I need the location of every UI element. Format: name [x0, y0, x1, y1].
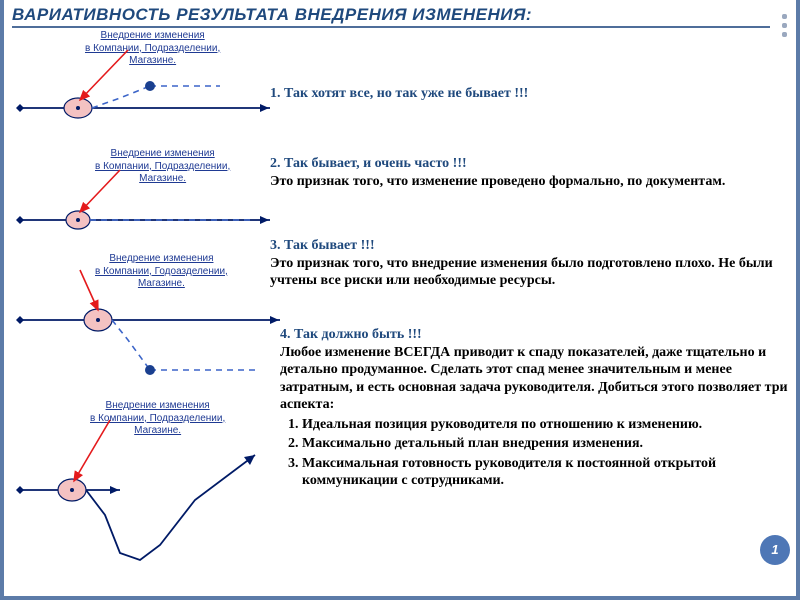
list-item: Идеальная позиция руководителя по отноше… [302, 416, 790, 434]
block-body: Любое изменение ВСЕГДА приводит к спаду … [280, 344, 790, 414]
block-lead: 4. Так должно быть !!! [280, 326, 790, 344]
diagram-caption: Внедрение изменения в Компании, Подразде… [90, 400, 225, 438]
diagram-3 [20, 300, 280, 390]
block-body: Это признак того, что изменение проведен… [270, 173, 790, 191]
list-item: Максимально детальный план внедрения изм… [302, 435, 790, 453]
block-body: Это признак того, что внедрение изменени… [270, 255, 790, 290]
text-block-1: 1. Так хотят все, но так уже не бывает !… [270, 85, 780, 103]
diagram-caption: Внедрение изменения в Компании, Подразде… [85, 30, 220, 68]
block-lead: 2. Так бывает, и очень часто !!! [270, 155, 790, 173]
block-lead: 3. Так бывает !!! [270, 237, 790, 255]
list-item: Максимальная готовность руководителя к п… [302, 455, 790, 490]
side-dot-decoration [777, 10, 791, 46]
diagram-1 [20, 68, 270, 138]
block-list: Идеальная позиция руководителя по отноше… [280, 416, 790, 490]
diagram-2 [20, 190, 270, 240]
text-block-4: 4. Так должно быть !!!Любое изменение ВС… [280, 326, 790, 492]
page-number-badge: 1 [760, 535, 790, 565]
text-block-2: 2. Так бывает, и очень часто !!!Это приз… [270, 155, 790, 190]
title-underline [12, 26, 770, 28]
diagram-4 [20, 445, 280, 565]
block-lead: 1. Так хотят все, но так уже не бывает !… [270, 85, 780, 103]
diagram-caption: Внедрение изменения в Компании, Подразде… [95, 148, 230, 186]
page-title: ВАРИАТИВНОСТЬ РЕЗУЛЬТАТА ВНЕДРЕНИЯ ИЗМЕН… [12, 4, 770, 26]
diagram-caption: Внедрение изменения в Компании, Годоазде… [95, 253, 228, 291]
text-block-3: 3. Так бывает !!!Это признак того, что в… [270, 237, 790, 290]
